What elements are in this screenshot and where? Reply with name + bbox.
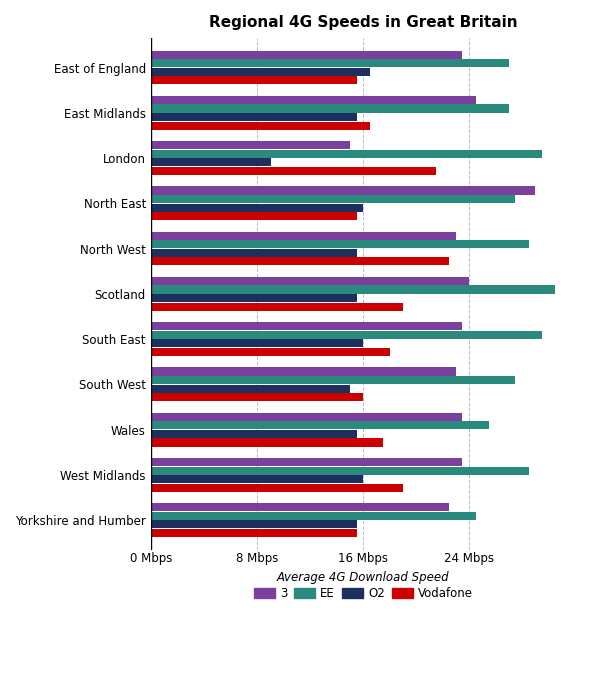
Bar xyxy=(152,348,389,356)
Bar xyxy=(152,302,403,311)
X-axis label: Average 4G Download Speed: Average 4G Download Speed xyxy=(277,571,450,584)
Bar xyxy=(152,294,356,302)
Bar xyxy=(152,158,271,167)
Bar xyxy=(152,68,370,76)
Bar xyxy=(152,59,509,68)
Bar xyxy=(152,76,356,84)
Bar xyxy=(152,249,356,257)
Bar xyxy=(152,376,516,384)
Bar xyxy=(152,475,363,483)
Bar xyxy=(152,466,529,475)
Bar xyxy=(152,167,436,175)
Bar xyxy=(152,257,449,265)
Bar xyxy=(152,512,476,520)
Legend: 3, EE, O2, Vodafone: 3, EE, O2, Vodafone xyxy=(249,583,477,605)
Bar xyxy=(152,322,463,330)
Bar xyxy=(152,141,350,149)
Bar xyxy=(152,122,370,130)
Bar xyxy=(152,105,509,113)
Bar xyxy=(152,203,363,212)
Bar xyxy=(152,232,456,240)
Bar xyxy=(152,340,363,348)
Title: Regional 4G Speeds in Great Britain: Regional 4G Speeds in Great Britain xyxy=(209,15,517,30)
Bar xyxy=(152,286,555,294)
Bar xyxy=(152,438,383,446)
Bar xyxy=(152,430,356,438)
Bar xyxy=(152,529,356,537)
Bar xyxy=(152,195,516,203)
Bar xyxy=(152,393,363,401)
Bar xyxy=(152,367,456,375)
Bar xyxy=(152,96,476,104)
Bar xyxy=(152,277,469,285)
Bar xyxy=(152,520,356,529)
Bar xyxy=(152,503,449,512)
Bar xyxy=(152,186,535,194)
Bar xyxy=(152,331,542,339)
Bar xyxy=(152,412,463,421)
Bar xyxy=(152,240,529,248)
Bar xyxy=(152,458,463,466)
Bar xyxy=(152,113,356,121)
Bar xyxy=(152,150,542,158)
Bar xyxy=(152,385,350,393)
Bar xyxy=(152,421,489,429)
Bar xyxy=(152,483,403,492)
Bar xyxy=(152,212,356,220)
Bar xyxy=(152,51,463,59)
